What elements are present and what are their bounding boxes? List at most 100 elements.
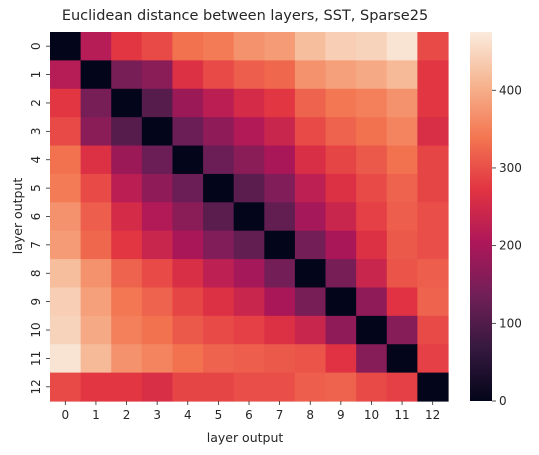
- heatmap-cell: [233, 344, 265, 374]
- heatmap-cell: [264, 315, 296, 345]
- heatmap-cell: [325, 32, 357, 61]
- heatmap-cell: [50, 315, 82, 345]
- heatmap-cell: [356, 117, 388, 147]
- heatmap-cell: [386, 344, 418, 374]
- heatmap-cell: [50, 202, 82, 232]
- heatmap-cell: [80, 173, 112, 203]
- heatmap-cell: [111, 117, 143, 147]
- heatmap-cell: [386, 173, 418, 203]
- heatmap-cell: [417, 60, 449, 90]
- heatmap-cell: [386, 60, 418, 90]
- heatmap-cell: [111, 173, 143, 203]
- heatmap-cell: [111, 88, 143, 118]
- heatmap-cell: [50, 230, 82, 260]
- heatmap-cell: [417, 259, 449, 289]
- heatmap-cell: [50, 259, 82, 289]
- heatmap-cell: [264, 372, 296, 402]
- heatmap-cell: [356, 315, 388, 345]
- heatmap-cell: [80, 202, 112, 232]
- heatmap-cell: [80, 315, 112, 345]
- heatmap-cell: [50, 344, 82, 374]
- heatmap-cell: [80, 32, 112, 61]
- heatmap-cell: [141, 372, 174, 402]
- heatmap-cell: [294, 145, 327, 175]
- heatmap-cell: [417, 230, 449, 260]
- colorbar: [470, 32, 492, 401]
- heatmap-cell: [325, 259, 357, 289]
- heatmap-cell: [111, 344, 143, 374]
- x-axis-label: layer output: [207, 430, 284, 445]
- heatmap-cell: [233, 259, 265, 289]
- heatmap-cell: [264, 230, 296, 260]
- heatmap-cell: [111, 315, 143, 345]
- heatmap-cell: [203, 315, 235, 345]
- heatmap-cell: [417, 287, 449, 317]
- heatmap-cell: [80, 259, 112, 289]
- heatmap-cell: [294, 315, 327, 345]
- y-axis-label: layer output: [10, 178, 25, 255]
- heatmap-cell: [141, 344, 174, 374]
- heatmap-cell: [203, 117, 235, 147]
- heatmap-cell: [203, 88, 235, 118]
- heatmap-cell: [203, 259, 235, 289]
- heatmap-cell: [141, 287, 174, 317]
- y-tick-label: 10: [29, 322, 43, 337]
- heatmap-cell: [172, 173, 204, 203]
- x-tick-label: 12: [425, 408, 440, 422]
- heatmap-cell: [417, 32, 449, 61]
- heatmap-cell: [356, 259, 388, 289]
- heatmap-cell: [356, 202, 388, 232]
- heatmap-cell: [111, 287, 143, 317]
- y-tick-label: 7: [29, 241, 43, 249]
- heatmap-cell: [172, 60, 204, 90]
- x-tick-label: 6: [245, 408, 253, 422]
- heatmap-cell: [356, 60, 388, 90]
- heatmap-cell: [172, 259, 204, 289]
- heatmap-cell: [233, 117, 265, 147]
- heatmap-cell: [417, 88, 449, 118]
- heatmap-cell: [50, 88, 82, 118]
- colorbar-tick-label: 0: [499, 394, 507, 408]
- x-tick-label: 2: [123, 408, 131, 422]
- heatmap-cell: [203, 173, 235, 203]
- heatmap-cell: [417, 202, 449, 232]
- heatmap-cell: [294, 173, 327, 203]
- heatmap-cell: [233, 32, 265, 61]
- heatmap-cell: [203, 344, 235, 374]
- heatmap-cell: [141, 315, 174, 345]
- x-axis-ticks: 0 1 2 3 4 5 6 7 8 9 10 11 12: [61, 401, 440, 422]
- heatmap-cell: [203, 230, 235, 260]
- heatmap-cell: [141, 230, 174, 260]
- heatmap-cell: [50, 117, 82, 147]
- heatmap-cell: [264, 60, 296, 90]
- x-tick-label: 10: [364, 408, 379, 422]
- heatmap-cell: [325, 145, 357, 175]
- heatmap-cell: [233, 145, 265, 175]
- heatmap-cell: [111, 372, 143, 402]
- heatmap-cell: [203, 32, 235, 61]
- heatmap-cell: [172, 287, 204, 317]
- heatmap-cell: [111, 60, 143, 90]
- chart-title: Euclidean distance between layers, SST, …: [62, 8, 428, 24]
- y-tick-label: 12: [29, 379, 43, 394]
- heatmap-cell: [172, 32, 204, 61]
- heatmap-cell: [417, 344, 449, 374]
- heatmap-cell: [325, 173, 357, 203]
- heatmap-cell: [172, 372, 204, 402]
- y-tick-label: 1: [29, 71, 43, 79]
- heatmap-cell: [203, 145, 235, 175]
- heatmap-cell: [233, 60, 265, 90]
- heatmap-cell: [386, 32, 418, 61]
- heatmap-cell: [294, 202, 327, 232]
- heatmap-cell: [386, 315, 418, 345]
- heatmap-cell: [203, 60, 235, 90]
- heatmap-cell: [141, 60, 174, 90]
- x-tick-label: 4: [184, 408, 192, 422]
- colorbar-tick-label: 300: [499, 161, 522, 175]
- heatmap-cell: [325, 117, 357, 147]
- x-tick-label: 9: [337, 408, 345, 422]
- heatmap-cell: [264, 88, 296, 118]
- y-tick-label: 11: [29, 351, 43, 366]
